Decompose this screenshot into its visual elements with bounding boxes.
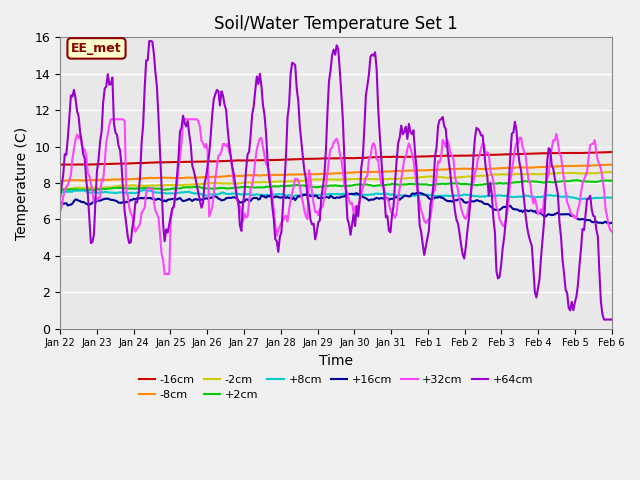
+32cm bbox=[301, 208, 308, 214]
-2cm bbox=[65, 186, 73, 192]
-16cm bbox=[67, 162, 75, 168]
+64cm bbox=[222, 107, 230, 113]
+2cm bbox=[580, 178, 588, 184]
-8cm bbox=[248, 172, 256, 178]
+2cm bbox=[241, 184, 248, 190]
+8cm bbox=[241, 191, 248, 197]
-2cm bbox=[608, 169, 616, 175]
+2cm bbox=[299, 182, 307, 188]
+8cm bbox=[608, 195, 616, 201]
Line: +64cm: +64cm bbox=[60, 41, 612, 320]
+16cm bbox=[416, 190, 424, 196]
-16cm bbox=[608, 149, 616, 155]
-16cm bbox=[56, 162, 64, 168]
-16cm bbox=[241, 157, 248, 163]
+32cm bbox=[107, 116, 115, 122]
+16cm bbox=[608, 220, 616, 226]
-16cm bbox=[579, 150, 586, 156]
-16cm bbox=[250, 157, 257, 163]
-2cm bbox=[125, 183, 133, 189]
-2cm bbox=[579, 170, 586, 176]
-8cm bbox=[298, 172, 305, 178]
+64cm bbox=[56, 195, 64, 201]
Line: -2cm: -2cm bbox=[60, 172, 612, 189]
Text: EE_met: EE_met bbox=[71, 42, 122, 55]
Line: -16cm: -16cm bbox=[60, 152, 612, 165]
-16cm bbox=[299, 156, 307, 162]
+64cm bbox=[145, 38, 153, 44]
+64cm bbox=[299, 154, 307, 160]
+64cm bbox=[124, 234, 132, 240]
+2cm bbox=[222, 185, 230, 191]
+16cm bbox=[579, 216, 586, 222]
-2cm bbox=[250, 180, 257, 185]
+32cm bbox=[580, 177, 588, 182]
+16cm bbox=[124, 199, 132, 205]
+2cm bbox=[608, 178, 616, 184]
+2cm bbox=[250, 185, 257, 191]
Legend: -16cm, -8cm, -2cm, +2cm, +8cm, +16cm, +32cm, +64cm: -16cm, -8cm, -2cm, +2cm, +8cm, +16cm, +3… bbox=[134, 370, 538, 405]
Line: +32cm: +32cm bbox=[60, 119, 612, 274]
+32cm bbox=[608, 228, 616, 234]
+32cm bbox=[252, 158, 259, 164]
+64cm bbox=[600, 317, 608, 323]
-2cm bbox=[299, 178, 307, 183]
+32cm bbox=[161, 271, 168, 277]
+8cm bbox=[575, 196, 583, 202]
-8cm bbox=[239, 173, 247, 179]
Line: +8cm: +8cm bbox=[60, 190, 612, 199]
-8cm bbox=[124, 177, 132, 182]
Line: +16cm: +16cm bbox=[60, 193, 612, 223]
Line: -8cm: -8cm bbox=[60, 165, 612, 181]
+8cm bbox=[142, 187, 150, 193]
+32cm bbox=[56, 209, 64, 215]
Y-axis label: Temperature (C): Temperature (C) bbox=[15, 126, 29, 240]
+64cm bbox=[241, 190, 248, 196]
-2cm bbox=[222, 180, 230, 186]
-8cm bbox=[577, 163, 585, 169]
+32cm bbox=[242, 215, 250, 220]
+16cm bbox=[56, 199, 64, 204]
-16cm bbox=[125, 161, 133, 167]
+16cm bbox=[248, 196, 256, 202]
+64cm bbox=[608, 317, 616, 323]
Title: Soil/Water Temperature Set 1: Soil/Water Temperature Set 1 bbox=[214, 15, 458, 33]
+16cm bbox=[606, 220, 614, 226]
+8cm bbox=[299, 192, 307, 197]
+8cm bbox=[56, 189, 64, 195]
+2cm bbox=[573, 177, 580, 183]
-16cm bbox=[222, 158, 230, 164]
+2cm bbox=[56, 187, 64, 193]
+8cm bbox=[124, 191, 132, 196]
Line: +2cm: +2cm bbox=[60, 180, 612, 190]
-2cm bbox=[241, 180, 248, 185]
+16cm bbox=[298, 193, 305, 199]
+32cm bbox=[224, 141, 232, 147]
-8cm bbox=[221, 174, 228, 180]
-8cm bbox=[608, 162, 616, 168]
+32cm bbox=[125, 205, 133, 211]
+16cm bbox=[221, 197, 228, 203]
+2cm bbox=[125, 186, 133, 192]
-8cm bbox=[56, 178, 64, 184]
+8cm bbox=[250, 192, 257, 198]
+8cm bbox=[222, 191, 230, 197]
+64cm bbox=[579, 226, 586, 232]
+8cm bbox=[580, 196, 588, 202]
+64cm bbox=[250, 103, 257, 109]
+16cm bbox=[239, 199, 247, 204]
+2cm bbox=[81, 187, 88, 193]
X-axis label: Time: Time bbox=[319, 354, 353, 368]
-2cm bbox=[606, 169, 614, 175]
-2cm bbox=[56, 186, 64, 192]
